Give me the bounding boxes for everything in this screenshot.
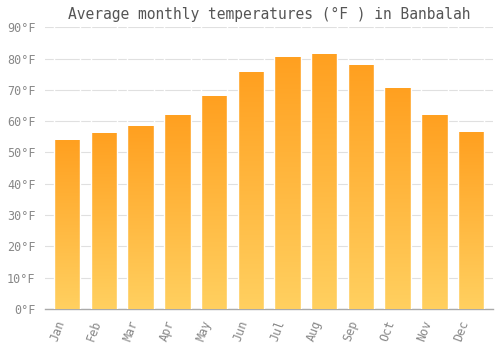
Title: Average monthly temperatures (°F ) in Banbalah: Average monthly temperatures (°F ) in Ba…: [68, 7, 470, 22]
